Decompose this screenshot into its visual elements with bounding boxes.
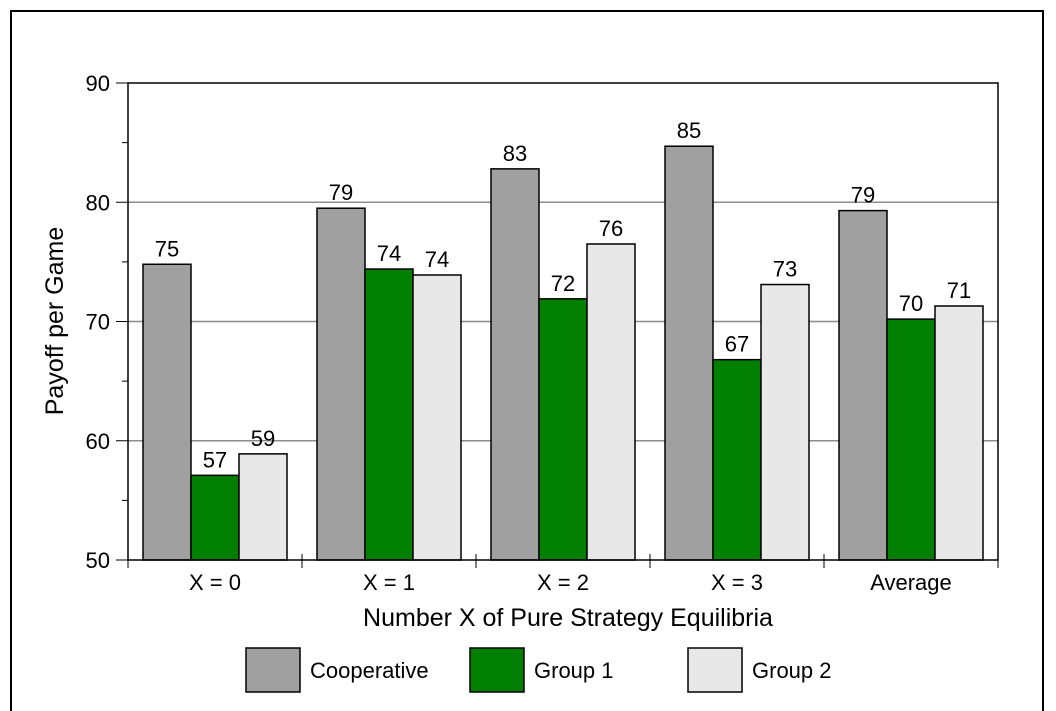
bar-cooperative (664, 145, 714, 561)
y-tick-label: 80 (86, 190, 110, 215)
axis-ticks (116, 82, 999, 568)
bar-value-label: 71 (947, 278, 971, 303)
bar-group-1 (190, 474, 240, 561)
bar-group-1 (538, 298, 588, 561)
bar-cooperative (490, 168, 540, 561)
bar-value-label: 72 (551, 271, 575, 296)
legend-swatch-group-1 (469, 647, 525, 693)
bar-group-1 (886, 318, 936, 561)
bar-value-label: 67 (725, 332, 749, 357)
y-tick-label: 90 (86, 71, 110, 96)
bar-value-label: 57 (203, 447, 227, 472)
bar-value-label: 83 (503, 141, 527, 166)
x-tick-label: X = 3 (711, 570, 763, 595)
bar-value-label: 85 (677, 118, 701, 143)
bar-cooperative (142, 263, 192, 561)
y-tick-label: 60 (86, 429, 110, 454)
bar-value-label: 76 (599, 216, 623, 241)
legend-label: Group 2 (752, 658, 832, 683)
x-axis-label: Number X of Pure Strategy Equilibria (363, 604, 773, 632)
legend: Cooperative Group 1 Group 2 (245, 647, 832, 693)
legend-label: Group 1 (534, 658, 614, 683)
y-tick-label: 70 (86, 310, 110, 335)
bar-value-labels: 75 57 59 79 74 74 83 72 76 85 67 73 79 70 71 (155, 118, 971, 472)
legend-swatch-cooperative (245, 647, 301, 693)
y-tick-label: 50 (86, 548, 110, 573)
bar-group-2 (238, 453, 288, 561)
bar-cooperative (838, 209, 888, 561)
bar-group-1 (364, 268, 414, 561)
bar-cooperative (316, 207, 366, 561)
y-axis-label: Payoff per Game (41, 227, 69, 416)
bar-value-label: 75 (155, 236, 179, 261)
x-tick-label: X = 0 (189, 570, 241, 595)
bar-value-label: 79 (851, 183, 875, 208)
bar-value-label: 73 (773, 257, 797, 282)
bar-group-2 (586, 243, 636, 561)
bar-group-2 (412, 274, 462, 561)
bar-value-label: 74 (377, 241, 401, 266)
legend-label: Cooperative (310, 658, 429, 683)
x-tick-labels: X = 0 X = 1 X = 2 X = 3 Average (189, 570, 952, 595)
bar-value-label: 70 (899, 291, 923, 316)
x-tick-label: X = 2 (537, 570, 589, 595)
bar-group-1 (712, 358, 762, 561)
bar-group-2 (934, 305, 984, 561)
x-tick-label: X = 1 (363, 570, 415, 595)
legend-swatch-group-2 (687, 647, 743, 693)
x-tick-label: Average (870, 570, 952, 595)
bars (142, 145, 984, 561)
bar-value-label: 74 (425, 247, 449, 272)
bar-group-2 (760, 283, 810, 561)
bar-value-label: 79 (329, 180, 353, 205)
bar-value-label: 59 (251, 426, 275, 451)
y-tick-labels: 50 60 70 80 90 (86, 71, 110, 573)
